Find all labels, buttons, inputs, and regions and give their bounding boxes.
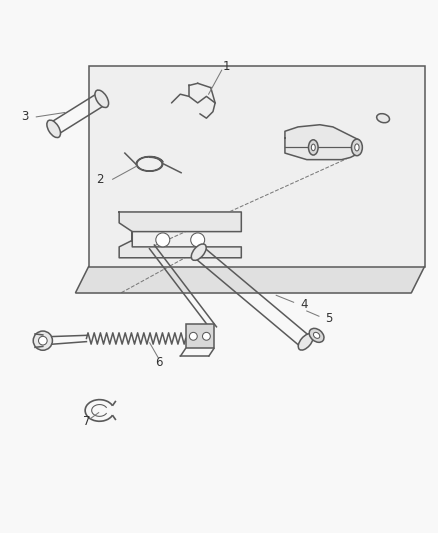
Ellipse shape bbox=[191, 244, 206, 261]
Circle shape bbox=[155, 233, 170, 247]
Circle shape bbox=[189, 333, 197, 340]
Circle shape bbox=[190, 233, 204, 247]
Ellipse shape bbox=[47, 120, 60, 138]
Text: 7: 7 bbox=[82, 415, 90, 428]
Ellipse shape bbox=[95, 90, 108, 108]
Text: 3: 3 bbox=[21, 110, 28, 123]
Text: 1: 1 bbox=[222, 60, 229, 73]
Ellipse shape bbox=[308, 140, 318, 155]
Text: 6: 6 bbox=[154, 356, 162, 369]
Ellipse shape bbox=[311, 144, 314, 151]
Circle shape bbox=[33, 331, 52, 350]
Bar bbox=[185, 324, 214, 348]
Ellipse shape bbox=[308, 328, 323, 342]
Ellipse shape bbox=[313, 333, 319, 338]
Polygon shape bbox=[75, 266, 424, 293]
Circle shape bbox=[39, 336, 47, 345]
Text: 4: 4 bbox=[300, 298, 307, 311]
Ellipse shape bbox=[297, 334, 312, 350]
Circle shape bbox=[202, 333, 210, 340]
Text: 5: 5 bbox=[324, 312, 332, 325]
Ellipse shape bbox=[376, 114, 389, 123]
Bar bbox=[88, 66, 424, 266]
Ellipse shape bbox=[354, 144, 358, 151]
Ellipse shape bbox=[351, 139, 361, 156]
Polygon shape bbox=[119, 212, 241, 258]
Polygon shape bbox=[284, 125, 358, 159]
Text: 2: 2 bbox=[95, 173, 103, 186]
